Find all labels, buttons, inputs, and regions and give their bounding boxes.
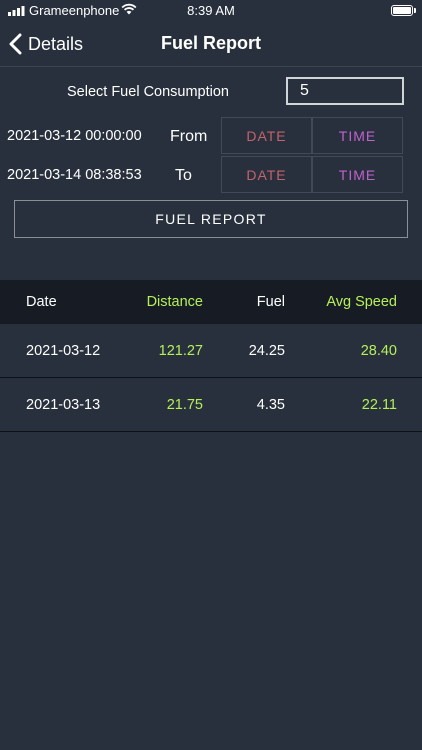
fuel-consumption-label: Select Fuel Consumption <box>67 84 229 100</box>
battery-icon <box>391 5 413 16</box>
table-row: 2021-03-13 21.75 4.35 22.11 <box>0 378 422 432</box>
cellular-signal-icon <box>8 6 25 16</box>
back-button[interactable]: Details <box>8 31 83 57</box>
from-date-button[interactable]: DATE <box>221 117 312 154</box>
header-avg-speed: Avg Speed <box>326 294 397 310</box>
carrier-name: Grameenphone <box>29 3 120 18</box>
fuel-consumption-input[interactable] <box>286 77 404 105</box>
row-distance: 21.75 <box>166 396 203 413</box>
header-distance: Distance <box>146 294 203 310</box>
page-title: Fuel Report <box>160 33 261 53</box>
table-row: 2021-03-12 121.27 24.25 28.40 <box>0 324 422 378</box>
status-bar: Grameenphone 8:39 AM <box>0 0 422 24</box>
from-datetime: 2021-03-12 00:00:00 <box>7 128 142 144</box>
row-date: 2021-03-13 <box>26 396 101 413</box>
row-fuel: 24.25 <box>248 342 285 359</box>
chevron-left-icon <box>9 33 22 55</box>
back-label: Details <box>28 33 84 54</box>
to-date-button[interactable]: DATE <box>221 156 312 193</box>
row-fuel: 4.35 <box>256 396 285 413</box>
navigation-bar: Details Fuel Report <box>0 24 422 67</box>
fuel-report-button[interactable]: FUEL REPORT <box>14 200 408 238</box>
row-date: 2021-03-12 <box>26 342 101 359</box>
fuel-report-table: Date Distance Fuel Avg Speed 2021-03-12 … <box>0 280 422 432</box>
to-time-button[interactable]: TIME <box>312 156 403 193</box>
header-fuel: Fuel <box>256 294 285 310</box>
to-label: To <box>175 167 192 184</box>
battery-tip <box>414 8 416 13</box>
from-label: From <box>170 128 208 145</box>
status-time: 8:39 AM <box>187 3 235 18</box>
header-date: Date <box>26 294 57 310</box>
to-datetime: 2021-03-14 08:38:53 <box>7 167 142 183</box>
from-time-button[interactable]: TIME <box>312 117 403 154</box>
table-header: Date Distance Fuel Avg Speed <box>0 280 422 324</box>
row-avg-speed: 28.40 <box>360 342 397 359</box>
row-distance: 121.27 <box>158 342 203 359</box>
wifi-icon <box>121 3 137 15</box>
row-avg-speed: 22.11 <box>361 396 397 413</box>
